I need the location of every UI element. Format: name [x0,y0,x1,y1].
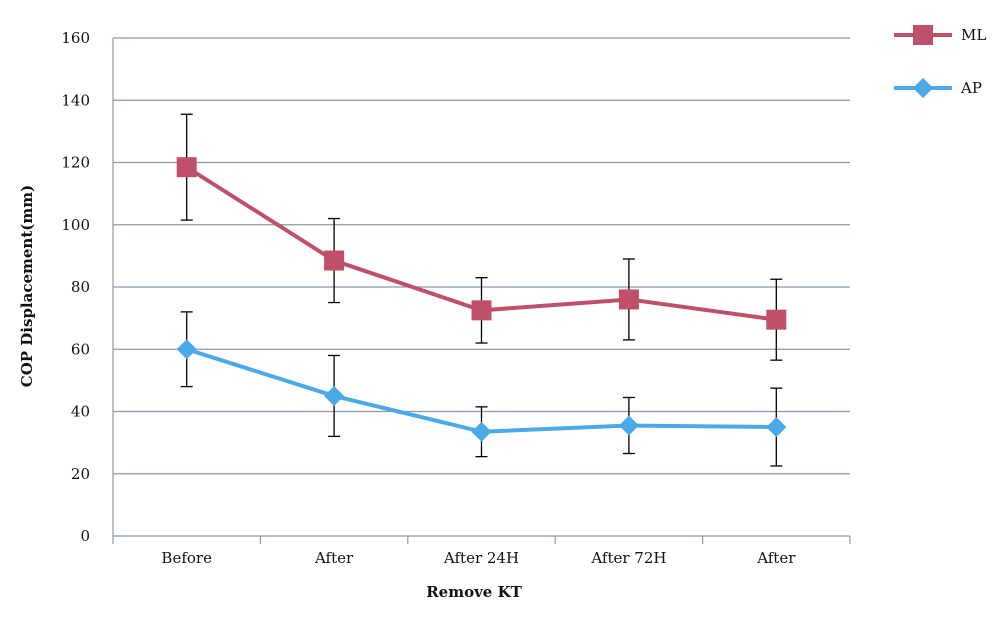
x-tick-label: After 24H [443,549,519,567]
data-point-ml [471,300,492,321]
y-axis-title: COP Displacement(mm) [18,185,36,387]
y-tick-label: 80 [71,278,90,296]
x-axis-title: Remove KT [426,583,522,601]
grid-lines [113,37,850,475]
y-tick-label: 120 [61,154,90,172]
data-point-ml [618,289,639,310]
legend-item-ap: AP [894,78,982,98]
data-point-ap [471,421,492,442]
legend-item-ml: ML [894,25,986,45]
data-point-ml [176,157,197,178]
legend-marker [913,25,933,45]
data-point-ap [176,339,197,360]
legend-label: ML [961,26,986,44]
legend-marker [913,78,933,98]
data-point-ml [766,309,787,330]
x-axis: Before After After 24H After 72H After [112,535,851,567]
series-ml [176,113,787,361]
y-tick-label: 20 [71,465,90,483]
y-tick-label: 40 [71,403,90,421]
series-ap [176,311,787,467]
y-axis: 0 20 40 60 80 100 120 140 160 [61,29,114,545]
data-point-ap [324,385,345,406]
x-tick-label: After [314,549,354,567]
legend-label: AP [960,79,982,97]
y-tick-label: 160 [61,29,90,47]
data-point-ap [618,415,639,436]
x-tick-label: After [756,549,796,567]
y-tick-label: 60 [71,340,90,358]
series-layer [176,113,787,467]
y-tick-label: 100 [61,216,90,234]
x-tick-label: After 72H [590,549,666,567]
x-tick-label: Before [161,549,212,567]
legend: ML AP [894,25,986,98]
y-tick-label: 0 [80,527,90,545]
data-point-ap [766,417,787,438]
data-point-ml [324,250,345,271]
y-tick-label: 140 [61,91,90,109]
